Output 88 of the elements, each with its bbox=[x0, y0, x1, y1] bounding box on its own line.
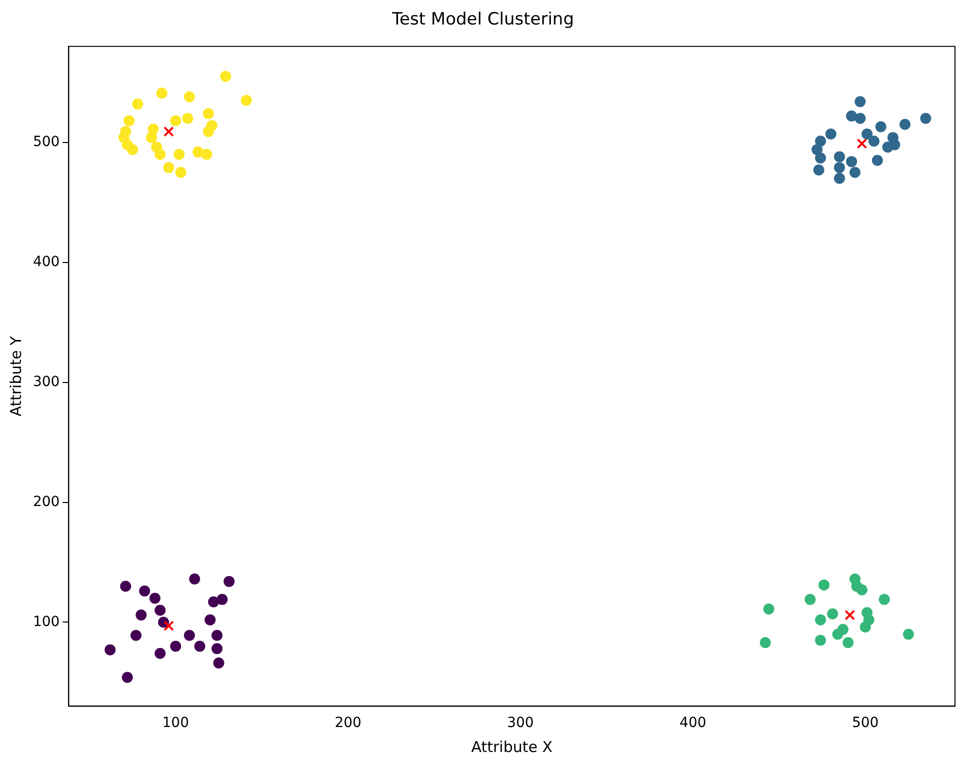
point bbox=[834, 162, 845, 174]
x-tick-label: 200 bbox=[334, 715, 362, 732]
point bbox=[856, 138, 868, 149]
point bbox=[201, 148, 212, 160]
point bbox=[202, 126, 214, 138]
point bbox=[868, 136, 880, 147]
point bbox=[189, 574, 200, 585]
point bbox=[812, 144, 823, 156]
point bbox=[175, 166, 186, 178]
point bbox=[842, 637, 854, 648]
point bbox=[878, 594, 890, 605]
point bbox=[846, 156, 858, 168]
point bbox=[220, 70, 232, 82]
point bbox=[872, 154, 883, 166]
point bbox=[815, 614, 826, 626]
point bbox=[163, 126, 174, 137]
point bbox=[170, 640, 182, 652]
x-axis-title: Attribute X bbox=[471, 738, 552, 756]
point bbox=[202, 108, 214, 120]
point bbox=[846, 110, 858, 122]
y-tick-label: 100 bbox=[32, 614, 60, 630]
point bbox=[213, 658, 224, 669]
point bbox=[154, 604, 166, 616]
point bbox=[240, 94, 252, 106]
point bbox=[212, 630, 223, 641]
point bbox=[851, 580, 862, 592]
point bbox=[154, 648, 166, 659]
point bbox=[815, 136, 826, 147]
x-tick-label: 100 bbox=[162, 715, 189, 732]
point bbox=[825, 128, 836, 140]
point bbox=[902, 628, 914, 640]
point bbox=[154, 148, 166, 160]
y-tick-label: 500 bbox=[32, 134, 60, 150]
point bbox=[815, 152, 826, 164]
point bbox=[163, 620, 174, 632]
point bbox=[132, 98, 144, 110]
point bbox=[139, 586, 150, 597]
point bbox=[860, 622, 871, 633]
point bbox=[899, 118, 910, 130]
point bbox=[837, 624, 848, 635]
point bbox=[862, 128, 873, 140]
x-tick-label: 400 bbox=[680, 715, 706, 732]
point bbox=[813, 164, 824, 176]
point bbox=[120, 580, 132, 592]
point bbox=[827, 608, 838, 620]
x-tick-label: 300 bbox=[507, 715, 534, 732]
point bbox=[184, 630, 195, 641]
point bbox=[920, 112, 932, 124]
point bbox=[804, 594, 816, 605]
point bbox=[127, 144, 138, 156]
point bbox=[163, 162, 174, 174]
point bbox=[875, 121, 886, 132]
point bbox=[174, 148, 185, 160]
point bbox=[760, 637, 771, 648]
y-tick-label: 300 bbox=[32, 374, 60, 390]
point bbox=[122, 672, 133, 683]
point bbox=[204, 614, 216, 626]
point bbox=[149, 592, 160, 604]
point bbox=[208, 596, 220, 608]
point bbox=[854, 112, 866, 124]
point bbox=[834, 151, 845, 162]
point bbox=[815, 634, 826, 646]
chart-title: Test Model Clustering bbox=[391, 10, 574, 30]
point bbox=[136, 610, 147, 621]
y-tick-label: 200 bbox=[32, 494, 60, 510]
point bbox=[763, 604, 774, 615]
y-axis-title: Attribute Y bbox=[6, 335, 25, 416]
point bbox=[216, 594, 228, 605]
point bbox=[849, 166, 860, 178]
point bbox=[184, 91, 195, 102]
point bbox=[834, 172, 845, 184]
point bbox=[156, 88, 168, 99]
point bbox=[882, 142, 894, 153]
point bbox=[146, 132, 157, 144]
point bbox=[224, 576, 235, 587]
point bbox=[212, 643, 223, 654]
point bbox=[124, 115, 135, 126]
point bbox=[182, 112, 194, 124]
point bbox=[130, 630, 142, 641]
x-tick-label: 500 bbox=[852, 715, 879, 732]
point bbox=[854, 96, 866, 108]
y-tick-label: 400 bbox=[32, 254, 60, 270]
point bbox=[170, 115, 182, 126]
point bbox=[192, 146, 204, 158]
point bbox=[194, 640, 206, 652]
point bbox=[104, 644, 116, 656]
point bbox=[844, 610, 856, 620]
point bbox=[818, 580, 830, 591]
